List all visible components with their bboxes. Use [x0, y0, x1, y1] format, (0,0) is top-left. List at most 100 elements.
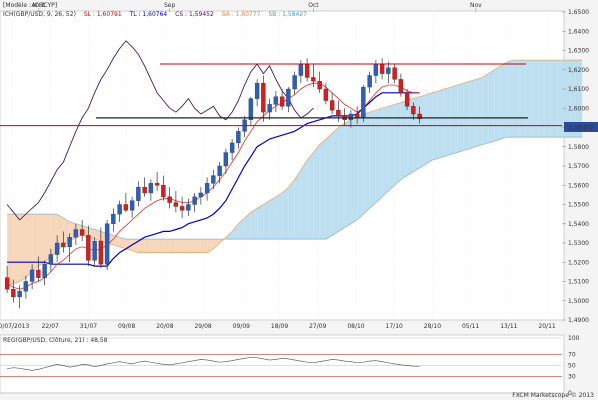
rsi-tick-label: 100 [568, 335, 580, 342]
candle-body [61, 242, 66, 248]
y-tick-label: 1,5800 [568, 144, 589, 151]
candle-body [104, 223, 110, 265]
cloud-segment [44, 214, 51, 263]
x-tick-label: 09/09 [233, 323, 250, 330]
current-price-badge [564, 122, 598, 132]
cloud-segment [194, 239, 201, 253]
candle-body [154, 183, 160, 186]
y-tick-label: 1,5000 [568, 298, 589, 305]
cloud-segment [232, 223, 239, 240]
cloud-segment [244, 212, 251, 240]
candle-body [261, 83, 266, 113]
x-tick-label: 31/07 [80, 323, 97, 330]
candle-body [173, 202, 179, 207]
candle-body [4, 277, 10, 290]
cloud-segment [275, 192, 283, 240]
x-tick-label: 18/09 [271, 323, 288, 330]
y-tick-label: 1,6300 [568, 48, 589, 55]
cloud-segment [144, 239, 151, 253]
candle-body [417, 113, 422, 120]
legend-sa: SA : 1,60777 [222, 11, 261, 18]
candle-body [11, 289, 16, 298]
cloud-segment [475, 77, 483, 147]
candle-body [73, 229, 79, 238]
rsi-tick-label: 70 [568, 352, 576, 359]
date-axis: 30/07/2013 22/07 31/07 09/08 20/08 29/08 09/09… [0, 323, 556, 330]
month-label: Août [31, 2, 45, 9]
cloud-segment [250, 208, 258, 240]
candle-body [98, 240, 104, 265]
cloud-segment [463, 81, 470, 151]
candle-body [286, 88, 291, 107]
x-tick-label: 22/07 [42, 323, 59, 330]
rsi-tick-label: 0 [568, 390, 572, 397]
cloud-segment [338, 123, 345, 232]
cloud-segment [438, 89, 445, 159]
x-tick-label: 17/10 [386, 323, 403, 330]
model-label: [Modèle : ICHCYP] [3, 2, 57, 9]
candle-body [254, 83, 260, 99]
cloud-segment [188, 239, 195, 253]
cloud-segment [544, 60, 551, 138]
y-tick-label: 1,5300 [568, 240, 589, 247]
cloud-segment [7, 214, 14, 286]
y-tick-label: 1,5200 [568, 259, 589, 266]
cloud-segment [282, 187, 289, 240]
price-pane [0, 10, 565, 321]
candle-body [317, 81, 322, 90]
y-tick-label: 1,5400 [568, 221, 589, 228]
candle-body [361, 86, 366, 119]
current-price-label: 1,59452 [569, 125, 594, 132]
y-tick-label: 1,6500 [568, 9, 589, 16]
x-tick-label: 09/08 [118, 323, 135, 330]
candle-body [267, 104, 272, 113]
candle-body [192, 196, 197, 205]
candle-body [211, 175, 216, 184]
cloud-segment [400, 100, 408, 180]
cloud-segment [113, 235, 120, 247]
x-tick-label: 08/10 [347, 323, 364, 330]
candle-body [404, 92, 410, 107]
cloud-segment [500, 62, 508, 140]
cloud-segment [494, 65, 501, 141]
cloud-segment [538, 60, 545, 138]
rsi-line [7, 356, 420, 371]
candle-body [392, 67, 397, 80]
candle-body [329, 100, 335, 111]
horizontal-levels[interactable] [0, 63, 562, 127]
candle-body [217, 165, 222, 176]
candle-body [111, 213, 116, 224]
x-tick-label: 20/11 [538, 323, 555, 330]
candle-body [17, 290, 22, 298]
cloud-segment [19, 214, 26, 282]
cloud-segment [575, 60, 583, 138]
cloud-segment [175, 239, 183, 253]
indicator-legend: ICH(GBP/USD, 9, 26, 52) SL : 1,60791 TL … [3, 11, 307, 18]
candle-body [67, 237, 72, 248]
x-tick-label: 05/11 [462, 323, 479, 330]
y-tick-label: 1,6400 [568, 28, 589, 35]
candle-body [248, 98, 254, 120]
rsi-indicator: 100 70 50 30 0 [0, 335, 580, 397]
candle-body [348, 113, 354, 121]
legend-cs: CS : 1,59452 [175, 11, 214, 18]
cloud-segment [38, 214, 45, 267]
x-tick-label: 20/08 [156, 323, 173, 330]
cloud-segment [32, 214, 39, 272]
cloud-segment [57, 214, 64, 251]
candle-body [373, 63, 379, 76]
candle-body [54, 242, 60, 255]
candle-body [79, 229, 85, 236]
month-label: Sep [164, 2, 176, 9]
candle-body [123, 204, 129, 211]
candle-body [48, 254, 54, 265]
chikou-line [6, 40, 314, 221]
candle-body [298, 63, 304, 76]
cloud-segment [13, 214, 20, 284]
candle-body [23, 281, 29, 292]
cloud-segment [550, 60, 558, 138]
cloud-segment [569, 60, 576, 138]
cloud-segment [200, 239, 208, 253]
candle-body [411, 106, 416, 115]
